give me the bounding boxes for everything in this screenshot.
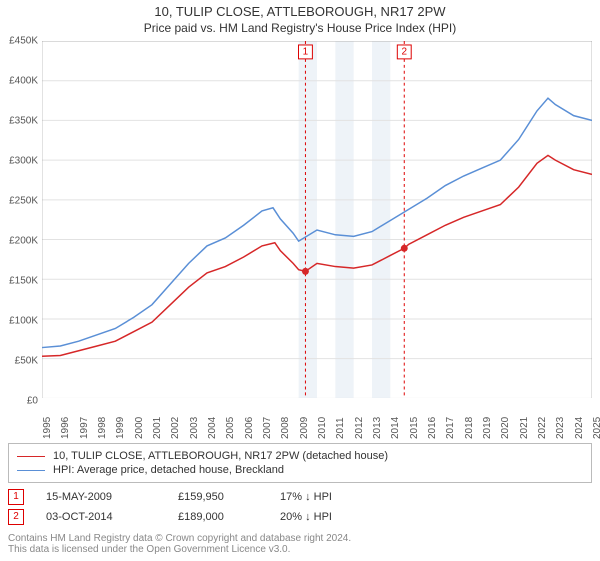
legend-item-series2: HPI: Average price, detached house, Brec… [17,464,583,476]
page-subtitle: Price paid vs. HM Land Registry's House … [4,21,596,35]
event-delta-2: 20% ↓ HPI [280,511,400,523]
events-table: 1 15-MAY-2009 £159,950 17% ↓ HPI 2 03-OC… [8,489,592,525]
event-price-1: £159,950 [178,491,268,503]
legend-swatch-blue [17,470,45,471]
svg-text:2: 2 [401,47,407,58]
x-axis-labels: 1995199619971998199920002001200220032004… [42,401,592,437]
y-axis-labels: £0£50K£100K£150K£200K£250K£300K£350K£400… [4,41,40,401]
page-title: 10, TULIP CLOSE, ATTLEBOROUGH, NR17 2PW [4,4,596,19]
event-badge-2: 2 [8,509,24,525]
legend-box: 10, TULIP CLOSE, ATTLEBOROUGH, NR17 2PW … [8,443,592,483]
footer-line-1: Contains HM Land Registry data © Crown c… [8,533,592,544]
event-row-2: 2 03-OCT-2014 £189,000 20% ↓ HPI [8,509,592,525]
event-date-1: 15-MAY-2009 [46,491,166,503]
chart-area: £0£50K£100K£150K£200K£250K£300K£350K£400… [42,41,592,401]
event-price-2: £189,000 [178,511,268,523]
legend-label-series2: HPI: Average price, detached house, Brec… [53,464,284,476]
footer-line-2: This data is licensed under the Open Gov… [8,544,592,555]
svg-text:1: 1 [303,47,309,58]
event-row-1: 1 15-MAY-2009 £159,950 17% ↓ HPI [8,489,592,505]
event-delta-1: 17% ↓ HPI [280,491,400,503]
event-date-2: 03-OCT-2014 [46,511,166,523]
footer-attribution: Contains HM Land Registry data © Crown c… [8,533,592,555]
legend-item-series1: 10, TULIP CLOSE, ATTLEBOROUGH, NR17 2PW … [17,450,583,462]
line-chart: 12 [42,41,592,398]
event-badge-1: 1 [8,489,24,505]
legend-label-series1: 10, TULIP CLOSE, ATTLEBOROUGH, NR17 2PW … [53,450,388,462]
legend-swatch-red [17,456,45,457]
